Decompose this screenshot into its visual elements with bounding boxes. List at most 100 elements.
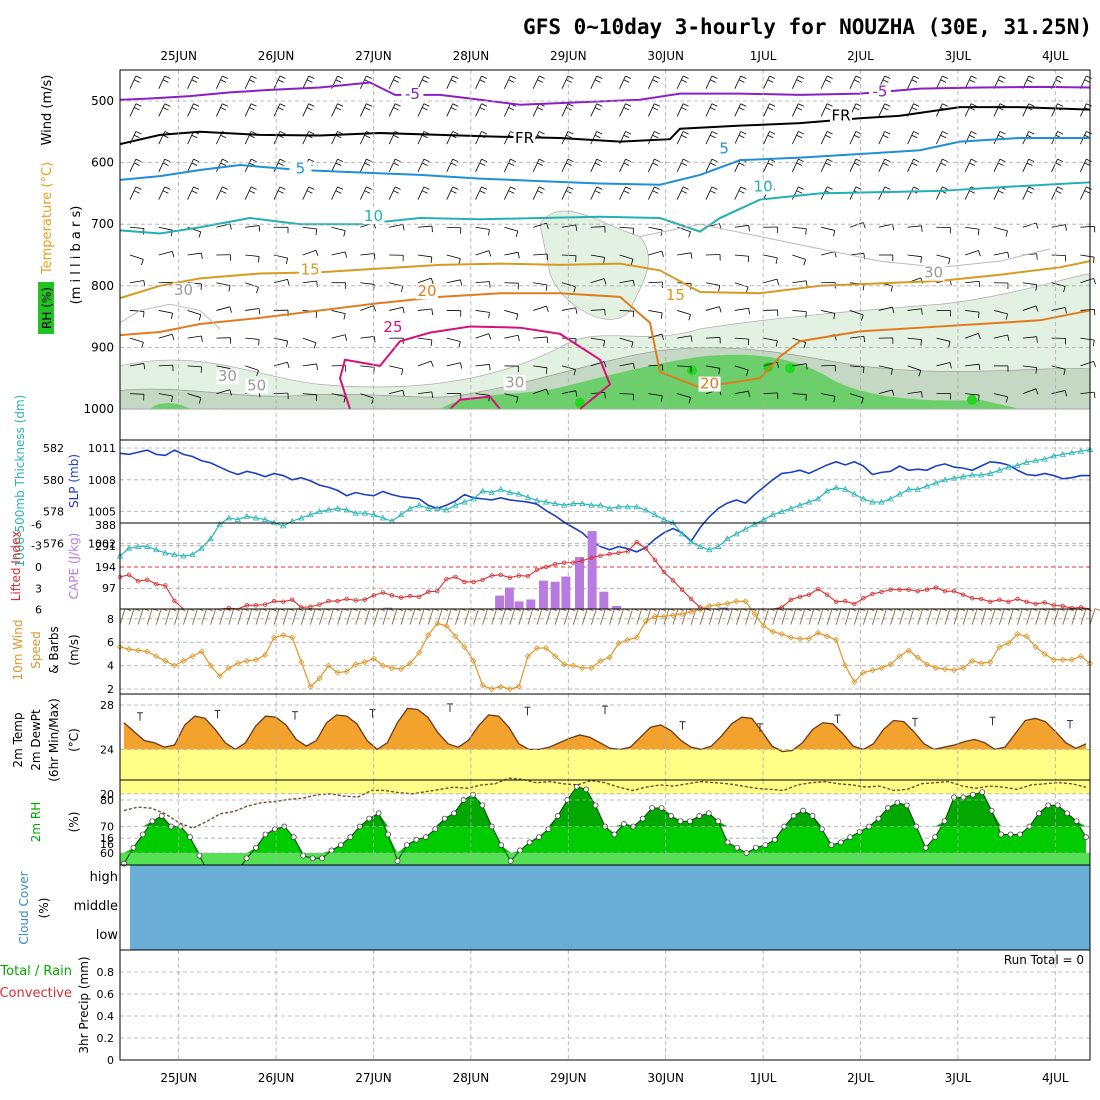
barb-flag (450, 190, 457, 194)
wind-barb (792, 158, 804, 173)
barb-flag (853, 162, 860, 166)
wind-barb (849, 222, 866, 229)
wind-barb (1022, 158, 1035, 173)
barb-staff (561, 307, 576, 311)
barb-flag (508, 162, 515, 166)
barb-flag (335, 190, 342, 194)
wind-barb (820, 75, 833, 89)
barb-flag (740, 131, 747, 135)
temp-tick-label: 24 (100, 743, 114, 756)
wind-tick-label: 8 (107, 613, 114, 626)
wind-barb (187, 186, 200, 200)
date-label-top: 3JUL (945, 49, 972, 63)
rh-90-spot (967, 394, 977, 405)
barb-staff (331, 131, 338, 145)
wind-speed-point (669, 612, 677, 619)
barb-staff (907, 254, 922, 258)
cape-bar (574, 557, 584, 609)
wind-speed-point (1050, 656, 1057, 663)
wind-barb (792, 75, 804, 89)
barb-staff (1051, 103, 1058, 117)
barb-flag (401, 368, 404, 375)
barb-staff (158, 186, 166, 200)
lifted-index-point (471, 579, 476, 585)
thickness-point (941, 476, 949, 483)
date-label-bottom: 1JUL (750, 1071, 777, 1085)
rh-point (149, 818, 156, 825)
wind-barb (245, 365, 259, 377)
barb-staff (187, 131, 194, 145)
lifted-index-point (335, 598, 340, 604)
rh-ylabel-1: 2m RH (29, 802, 43, 843)
lifted-index-point (616, 550, 621, 555)
wind-speed-point (343, 668, 350, 675)
barb-flag (1028, 131, 1035, 135)
wind-barb (533, 222, 549, 230)
barb-staff (1089, 608, 1096, 625)
thickness-point (1041, 455, 1048, 462)
barb-staff (129, 280, 144, 284)
barb-flag (594, 79, 601, 83)
barb-staff (158, 158, 166, 173)
wind-barb (561, 224, 578, 231)
barb-flag (220, 162, 227, 166)
barb-staff (936, 186, 943, 200)
wind-barb (993, 251, 1010, 259)
thickness-point (878, 498, 885, 505)
wind-barb (331, 226, 346, 237)
thickness-point (968, 471, 976, 478)
barb-flag (1063, 369, 1066, 376)
barb-flag (803, 342, 807, 349)
rh-point (583, 786, 589, 793)
barb-staff (878, 103, 886, 117)
barb-staff (360, 282, 375, 285)
thickness-point (633, 503, 640, 510)
barb-staff (417, 308, 432, 311)
barb-flag (1005, 230, 1008, 237)
lifted-index-point (453, 574, 458, 580)
wind-barb (1080, 308, 1096, 316)
wind-barb (561, 158, 574, 173)
wind-barb (619, 337, 634, 348)
wind-barb (820, 131, 833, 145)
rh-point (1045, 802, 1052, 809)
barb-staff (763, 158, 770, 173)
barb-staff (792, 131, 799, 145)
cape-bar (495, 595, 505, 609)
contour-label: 20 (418, 282, 437, 300)
wind-barb (129, 75, 142, 89)
contour-label: 30 (924, 264, 943, 282)
temp-line (123, 707, 1087, 753)
thickness-point (1050, 452, 1057, 459)
thickness-point (860, 495, 867, 502)
barb-flag (596, 158, 603, 163)
barb-flag (682, 75, 689, 79)
thickness-point (832, 484, 840, 491)
barb-flag (249, 79, 255, 83)
rh-tick-label: 80 (100, 794, 114, 807)
barb-flag (997, 79, 1004, 83)
date-label-bottom: 2JUL (847, 1071, 874, 1085)
barb-flag (942, 103, 948, 107)
thickness-point (1068, 449, 1076, 456)
contour-label: 30 (505, 373, 524, 391)
wind-barb (965, 226, 980, 236)
wind-barb (619, 158, 632, 173)
wind-speed-point (289, 634, 296, 641)
lifted-index-point (852, 601, 857, 607)
wind-speed-point (352, 661, 359, 668)
wind-barb (216, 254, 231, 261)
precip-frame (119, 949, 1091, 1061)
barb-flag (538, 158, 545, 163)
barb-staff (475, 158, 482, 173)
barb-flag (193, 103, 200, 107)
wind-speed-point (579, 664, 586, 672)
wind-barb (705, 282, 721, 292)
lifted-index-point (462, 579, 467, 585)
barb-staff (446, 131, 454, 145)
barb-staff (273, 131, 281, 145)
barb-flag (133, 190, 140, 194)
barb-flag (911, 107, 918, 111)
lifted-index-point (979, 596, 984, 602)
barb-flag (565, 79, 572, 83)
